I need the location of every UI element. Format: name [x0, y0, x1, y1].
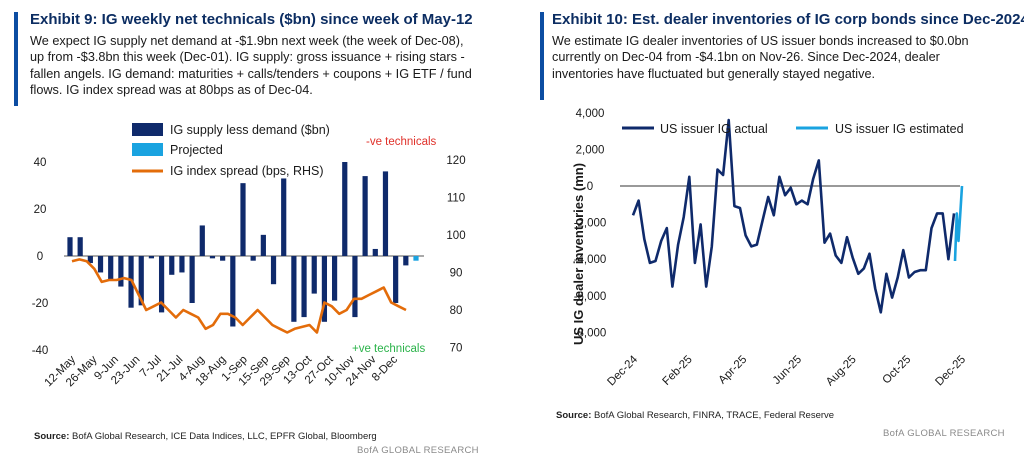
x-tick-label: Dec-25 [933, 354, 968, 389]
source-text: BofA Global Research, FINRA, TRACE, Fede… [591, 410, 835, 421]
legend-label-estimated: US issuer IG estimated [835, 122, 964, 136]
net-technicals-bar [281, 178, 287, 256]
x-tick-label: Oct-25 [881, 354, 914, 387]
exhibit-9-panel: Exhibit 9: IG weekly net technicals ($bn… [0, 0, 490, 460]
net-technicals-bar [260, 234, 266, 256]
net-technicals-bar [138, 256, 144, 306]
legend-swatch-projected [132, 143, 163, 156]
source-label: Source: [34, 431, 70, 442]
net-technicals-bar [403, 256, 409, 266]
net-technicals-bar [97, 256, 104, 273]
source-label: Source: [556, 410, 592, 421]
y-tick-label: -6,000 [574, 291, 607, 303]
x-tick-label: Aug-25 [824, 354, 859, 389]
exhibit-9-desc-line: flows. IG index spread was at 80bps as o… [30, 83, 313, 98]
net-technicals-bar [209, 256, 216, 259]
exhibit-10-brand: BofA GLOBAL RESEARCH [883, 428, 1005, 439]
exhibit-10-desc-line: inventories have fluctuated but generall… [552, 66, 876, 81]
y-left-tick-label: -40 [32, 345, 49, 357]
legend-swatch-actual [132, 123, 163, 136]
y-right-tick-label: 120 [446, 155, 465, 167]
net-technicals-bar [220, 256, 226, 261]
exhibit-9-accent-bar [14, 12, 18, 106]
y-left-tick-label: 40 [34, 157, 47, 169]
y-axis-label: US IG dealer inventories (mn) [571, 163, 586, 345]
exhibit-10-description: We estimate IG dealer inventories of US … [552, 33, 992, 82]
net-technicals-bar [118, 256, 124, 287]
y-left-tick-label: 20 [34, 204, 47, 216]
net-technicals-bar [77, 237, 83, 256]
us-issuer-ig-actual-line [631, 118, 956, 314]
net-technicals-bar [352, 256, 358, 318]
exhibit-9-description: We expect IG supply net demand at -$1.9b… [30, 33, 480, 99]
y-tick-label: 4,000 [576, 108, 605, 120]
exhibit-9-desc-line: We expect IG supply net demand at -$1.9b… [30, 34, 464, 48]
net-technicals-bar [301, 256, 307, 318]
y-right-tick-label: 70 [450, 343, 463, 355]
net-technicals-bar [148, 256, 155, 259]
net-technicals-bar [291, 256, 297, 322]
legend-label-spread: IG index spread (bps, RHS) [170, 164, 324, 178]
net-technicals-bar [372, 248, 378, 256]
exhibit-9-chart: 40200-20-4012011010090807012-May26-May9-… [32, 123, 466, 389]
exhibit-10-accent-bar [540, 12, 544, 100]
y-tick-label: 0 [587, 181, 593, 193]
projected-bar [413, 256, 419, 261]
legend-label-actual: US issuer IG actual [660, 122, 768, 136]
legend-label-actual: IG supply less demand ($bn) [170, 123, 330, 137]
net-technicals-bar [158, 256, 165, 313]
net-technicals-bar [67, 237, 73, 256]
x-tick-label: Jun-25 [771, 354, 804, 387]
net-technicals-bar [169, 256, 175, 275]
y-right-tick-label: 80 [450, 305, 463, 317]
legend-label-projected: Projected [170, 143, 223, 157]
net-technicals-bar [362, 176, 368, 256]
net-technicals-bar [250, 256, 256, 261]
y-tick-label: -2,000 [574, 218, 607, 230]
net-technicals-bar [382, 171, 389, 256]
net-technicals-bar [230, 256, 236, 327]
x-tick-label: Feb-25 [661, 354, 695, 388]
net-technicals-bar [331, 256, 338, 301]
exhibit-9-source: Source: BofA Global Research, ICE Data I… [34, 431, 377, 442]
y-right-tick-label: 110 [447, 193, 465, 205]
exhibit-10-desc-line: We estimate IG dealer inventories of US … [552, 34, 969, 48]
source-text: BofA Global Research, ICE Data Indices, … [69, 431, 377, 442]
x-tick-label: Apr-25 [717, 354, 750, 387]
exhibit-9-desc-line: fallen angels. IG demand: maturities + c… [30, 66, 472, 81]
us-issuer-ig-estimated-line [953, 185, 964, 262]
net-technicals-bar [393, 256, 399, 303]
y-left-tick-label: 0 [37, 251, 43, 263]
exhibit-9-title: Exhibit 9: IG weekly net technicals ($bn… [30, 11, 473, 28]
y-right-tick-label: 100 [446, 230, 465, 242]
exhibit-9-desc-line: up from -$3.8bn this week (Dec-01). IG s… [30, 50, 465, 65]
net-technicals-bar [321, 256, 328, 322]
annotation-positive-technicals: +ve technicals [352, 343, 425, 355]
y-tick-label: -8,000 [574, 327, 607, 339]
net-technicals-bar [108, 256, 114, 280]
net-technicals-bar [199, 225, 205, 256]
net-technicals-bar [240, 183, 246, 256]
y-tick-label: 2,000 [576, 144, 605, 156]
exhibit-10-title: Exhibit 10: Est. dealer inventories of I… [552, 11, 1024, 28]
exhibit-10-desc-line: currently on Dec-04 from -$4.1bn on Nov-… [552, 50, 940, 65]
exhibit-10-source: Source: BofA Global Research, FINRA, TRA… [556, 410, 834, 421]
ig-index-spread-line [71, 258, 407, 334]
net-technicals-bar [311, 256, 317, 294]
exhibit-9-brand: BofA GLOBAL RESEARCH [357, 445, 479, 456]
exhibit-10-panel: Exhibit 10: Est. dealer inventories of I… [528, 0, 1024, 460]
net-technicals-bar [342, 162, 348, 256]
y-tick-label: -4,000 [574, 254, 607, 266]
x-tick-label: Dec-24 [605, 353, 640, 388]
y-left-tick-label: -20 [32, 298, 49, 310]
annotation-negative-technicals: -ve technicals [366, 136, 437, 148]
net-technicals-bar [270, 256, 277, 285]
y-right-tick-label: 90 [450, 268, 463, 280]
net-technicals-bar [87, 256, 93, 264]
net-technicals-bar [189, 256, 195, 303]
net-technicals-bar [179, 256, 185, 273]
